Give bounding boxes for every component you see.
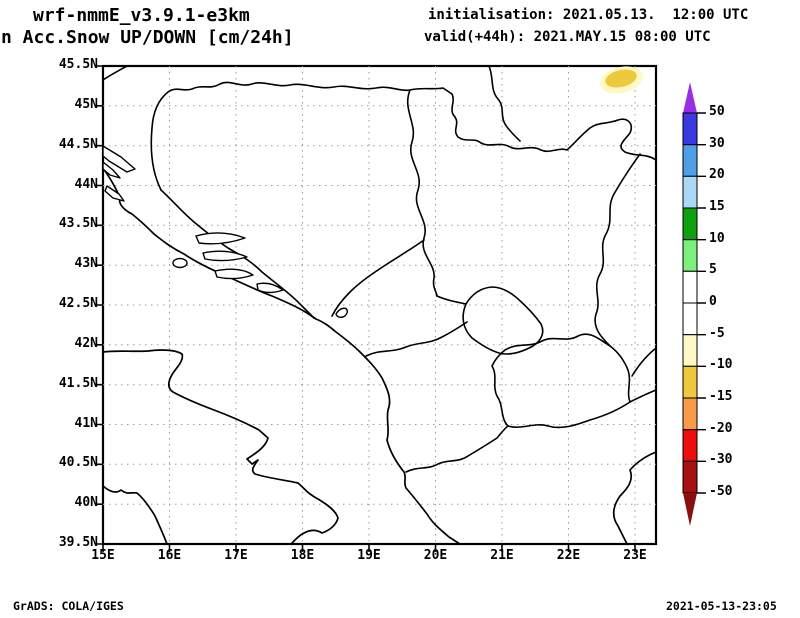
lon-tick-label: 23E xyxy=(623,548,647,563)
colorbar-tick-label: -20 xyxy=(709,421,733,436)
lat-tick-label: 44.5N xyxy=(58,137,98,152)
border-greece-albania xyxy=(405,425,509,473)
colorbar-arrow-up xyxy=(683,82,697,113)
lon-tick-label: 17E xyxy=(224,548,248,563)
graticule-gridlines xyxy=(103,66,656,544)
creation-timestamp: 2021-05-13-23:05 xyxy=(666,599,777,613)
lat-tick-label: 45.5N xyxy=(58,57,98,72)
island xyxy=(195,232,246,245)
axis-ticks xyxy=(95,65,636,552)
lat-tick-label: 41.5N xyxy=(58,376,98,391)
border-right-edge-mid xyxy=(631,347,657,377)
colorbar-tick-label: 5 xyxy=(709,262,717,277)
colorbar-segment xyxy=(682,112,698,146)
colorbar-arrow-down xyxy=(683,493,697,526)
border-serbia-bulgaria xyxy=(594,153,641,347)
border-bosnia-montenegro xyxy=(331,239,425,317)
lon-tick-label: 18E xyxy=(290,548,315,563)
island xyxy=(102,145,136,173)
lat-tick-label: 40.5N xyxy=(58,455,98,470)
lon-tick-label: 21E xyxy=(490,548,514,563)
lat-tick-label: 41N xyxy=(74,416,98,431)
lat-tick-label: 42N xyxy=(74,336,98,351)
coastline-italy-adriatic xyxy=(102,349,339,545)
border-kosovo xyxy=(462,286,544,355)
island xyxy=(104,185,125,202)
colorbar-tick-label: -5 xyxy=(709,326,725,341)
island xyxy=(256,282,284,294)
border-top-entry xyxy=(488,65,521,142)
border-north-sava-danube xyxy=(150,81,657,191)
lat-tick-label: 40N xyxy=(74,495,98,510)
colorbar-tick-label: -10 xyxy=(709,357,733,372)
colorbar-segment xyxy=(682,334,698,367)
colorbar-segment xyxy=(682,365,698,399)
border-montenegro-serbia xyxy=(436,295,467,305)
colorbar-segment xyxy=(682,270,698,304)
lat-tick-label: 42.5N xyxy=(58,296,98,311)
product-title: n Acc.Snow UP/DOWN [cm/24h] xyxy=(1,27,294,48)
colorbar-segment xyxy=(682,239,698,272)
coastline-italy-west xyxy=(102,485,168,545)
snow-anomaly-blob xyxy=(599,66,644,94)
islands xyxy=(102,145,284,294)
lon-tick-label: 16E xyxy=(157,548,182,563)
colorbar-segment xyxy=(682,397,698,431)
colorbar-segment xyxy=(682,460,698,494)
lat-tick-label: 43N xyxy=(74,256,98,271)
model-title: wrf-nmmE_v3.9.1-e3km xyxy=(33,5,250,26)
colorbar-tick-label: 20 xyxy=(709,167,725,182)
colorbar-ticks xyxy=(697,112,706,494)
border-greece-bulgaria xyxy=(629,389,657,403)
border-croatia-bosnia xyxy=(160,189,315,319)
grads-credit: GrADS: COLA/IGES xyxy=(13,599,124,613)
lat-tick-label: 39.5N xyxy=(58,535,98,550)
blob-core xyxy=(605,69,637,88)
island xyxy=(214,268,254,280)
colorbar-tick-label: 15 xyxy=(709,199,725,214)
island xyxy=(202,250,248,262)
lon-tick-label: 19E xyxy=(357,548,381,563)
border-topleft-stub xyxy=(102,65,128,81)
island xyxy=(102,161,121,179)
lon-tick-label: 15E xyxy=(91,548,115,563)
colorbar-tick-label: 50 xyxy=(709,104,725,119)
coastline-adriatic-east xyxy=(102,167,461,545)
colorbar-segment xyxy=(682,207,698,241)
lat-tick-label: 43.5N xyxy=(58,216,98,231)
colorbar-segment xyxy=(682,175,698,209)
coastline-greece-se xyxy=(612,451,657,545)
colorbar xyxy=(682,82,706,526)
colorbar-segment xyxy=(682,429,698,462)
colorbar-tick-label: 10 xyxy=(709,231,725,246)
lat-tick-label: 45N xyxy=(74,97,98,112)
colorbar-tick-label: -50 xyxy=(709,484,733,499)
coastlines-borders xyxy=(102,65,657,545)
kotor-bay xyxy=(335,307,348,318)
lon-tick-label: 22E xyxy=(556,548,581,563)
lon-tick-label: 20E xyxy=(423,548,448,563)
border-macedonia xyxy=(491,333,631,429)
colorbar-tick-label: -30 xyxy=(709,452,733,467)
colorbar-tick-label: -15 xyxy=(709,389,733,404)
valid-time-label: valid(+44h): 2021.MAY.15 08:00 UTC xyxy=(424,29,711,45)
colorbar-segment xyxy=(682,144,698,177)
colorbar-segment xyxy=(682,302,698,336)
border-montenegro-albania xyxy=(365,321,468,357)
lat-tick-label: 44N xyxy=(74,177,98,192)
border-drina xyxy=(406,89,438,297)
initialisation-label: initialisation: 2021.05.13. 12:00 UTC xyxy=(428,7,749,23)
colorbar-tick-label: 30 xyxy=(709,136,725,151)
colorbar-tick-label: 0 xyxy=(709,294,717,309)
island xyxy=(172,257,188,269)
